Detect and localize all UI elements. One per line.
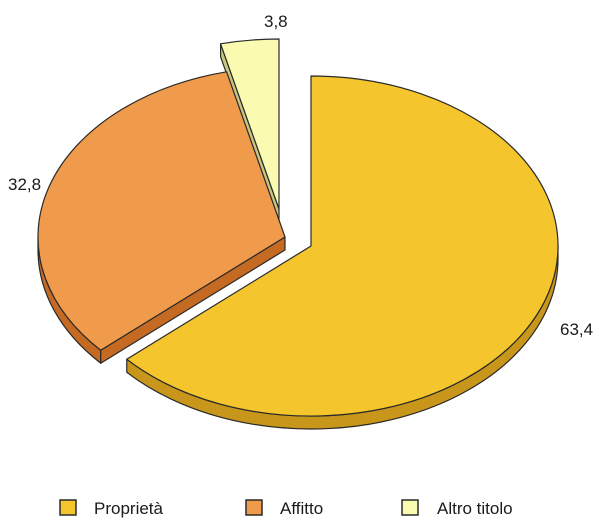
legend-item-proprieta: Proprietà <box>59 499 164 518</box>
pie-slice-affitto <box>37 71 286 351</box>
legend-item-altro-titolo: Altro titolo <box>401 499 513 518</box>
data-label-affitto: 32,8 <box>8 175 41 194</box>
legend-swatch-affitto <box>245 499 263 516</box>
legend-label-proprieta: Proprietà <box>94 499 164 518</box>
legend-swatch-altro-titolo <box>401 499 419 516</box>
pie-slice-tops <box>37 38 559 417</box>
data-label-altro-titolo: 3,8 <box>264 12 288 31</box>
legend-swatch-proprieta <box>59 499 77 516</box>
legend-label-affitto: Affitto <box>280 499 323 518</box>
pie-slice-altro-titolo <box>219 38 280 210</box>
pie-slice-proprieta <box>126 75 559 417</box>
legend-item-affitto: Affitto <box>245 499 323 518</box>
data-label-proprieta: 63,4 <box>560 320 593 339</box>
legend: Proprietà Affitto Altro titolo <box>59 499 513 518</box>
legend-label-altro-titolo: Altro titolo <box>437 499 513 518</box>
